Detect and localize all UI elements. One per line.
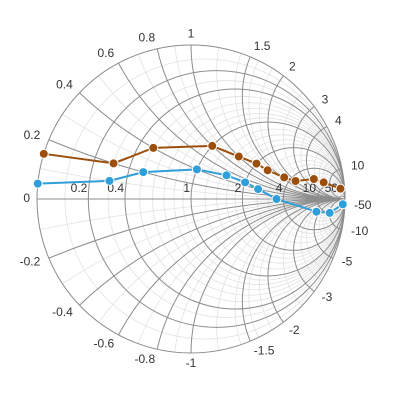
r-tick-label: 1 (183, 181, 190, 195)
data-point (324, 207, 335, 218)
data-point (335, 183, 346, 194)
data-point (240, 177, 251, 188)
r-tick-label: 10 (303, 181, 317, 195)
reactance-grid (313, 198, 346, 259)
data-point (271, 194, 282, 204)
r-tick-label: 4 (276, 181, 283, 195)
reactance-grid (156, 198, 346, 350)
x-tick-label: 2 (289, 59, 296, 73)
reactance-grid (283, 198, 346, 306)
x-tick-label: -0.8 (134, 352, 155, 366)
data-point (32, 178, 43, 189)
data-point (290, 176, 301, 187)
x-tick-label: 0.8 (138, 30, 155, 44)
reactance-grid (241, 56, 346, 200)
x-tick-label: 3 (322, 92, 329, 106)
reactance-grid (190, 198, 346, 354)
data-point (233, 151, 244, 162)
reactance-grid (306, 126, 346, 200)
x-tick-label: -1.5 (254, 343, 275, 357)
x-tick-label: -0.4 (52, 305, 73, 319)
x-tick-label: -0.2 (20, 255, 41, 269)
reactance-grid (216, 198, 346, 351)
data-point (311, 206, 322, 217)
data-point (207, 140, 218, 151)
data-point (337, 199, 348, 210)
x-tick-label: 10 (351, 159, 365, 173)
reactance-grid (48, 198, 346, 259)
data-point (108, 158, 119, 169)
x-tick-label: -10 (351, 224, 369, 238)
r-tick-label: 0.2 (71, 181, 88, 195)
data-point (318, 177, 329, 188)
data-point (148, 142, 159, 153)
reactance-grid (267, 75, 346, 200)
x-tick-label: -50 (354, 198, 372, 212)
x-tick-label: 0.2 (24, 128, 41, 142)
data-point (262, 165, 273, 176)
reactance-grid (283, 92, 346, 200)
reactance-grid (267, 198, 346, 323)
reactance-grid (293, 106, 346, 200)
data-point (104, 175, 115, 186)
reactance-grid (79, 198, 346, 306)
x-tick-label: -2 (289, 323, 300, 337)
data-point (191, 164, 202, 175)
data-point (221, 170, 232, 181)
data-point (38, 148, 49, 159)
r-tick-label: 2 (235, 181, 242, 195)
data-point (251, 158, 262, 169)
x-tick-label: 1.5 (254, 39, 271, 53)
x-tick-label: -0.6 (93, 337, 114, 351)
r-tick-label: 0 (23, 191, 30, 205)
reactance-grid (48, 139, 346, 200)
x-tick-label: 4 (335, 114, 342, 128)
reactance-grid (241, 198, 346, 342)
reactance-grid (293, 198, 346, 292)
reactance-grid (156, 48, 346, 200)
reactance-grid (118, 62, 346, 200)
x-tick-label: -5 (342, 255, 353, 269)
data-point (279, 172, 290, 183)
x-tick-label: 0.6 (97, 46, 114, 60)
x-tick-label: 1 (188, 26, 195, 40)
x-tick-label: 0.4 (56, 78, 73, 92)
data-point (253, 184, 264, 195)
data-point (308, 173, 319, 184)
reactance-grid (216, 47, 346, 200)
x-tick-label: -1 (186, 356, 197, 370)
data-point (138, 167, 149, 178)
reactance-grid (118, 198, 346, 336)
reactance-grid (79, 92, 346, 200)
x-tick-label: -3 (322, 290, 333, 304)
